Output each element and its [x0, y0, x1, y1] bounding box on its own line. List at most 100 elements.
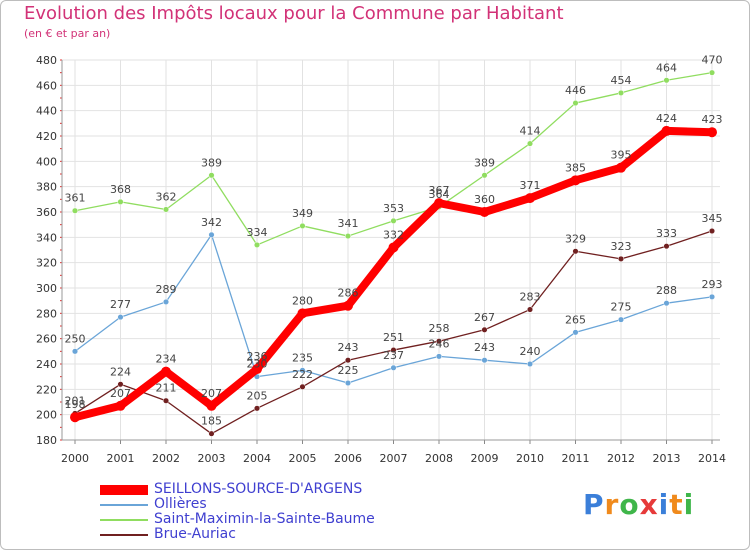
data-point [617, 89, 625, 96]
x-tick-label: 2014 [698, 452, 726, 465]
data-label: 185 [201, 415, 222, 428]
data-label: 389 [474, 156, 495, 169]
data-point [481, 172, 488, 179]
legend-swatch [100, 485, 148, 495]
y-tick-label: 460 [36, 79, 57, 92]
y-tick-label: 480 [36, 54, 57, 67]
data-point [663, 77, 670, 84]
data-point [663, 243, 670, 250]
data-label: 207 [110, 387, 131, 400]
data-label: 225 [338, 364, 359, 377]
data-point [208, 231, 215, 238]
data-label: 333 [656, 227, 677, 240]
y-tick-label: 380 [36, 181, 57, 194]
x-tick-label: 2009 [471, 452, 499, 465]
x-tick-label: 2006 [334, 452, 362, 465]
y-tick-label: 180 [36, 434, 57, 447]
data-point [343, 300, 353, 311]
data-point [617, 255, 625, 262]
data-label: 341 [338, 217, 359, 230]
data-label: 207 [201, 387, 222, 400]
data-point [616, 162, 626, 173]
data-label: 395 [611, 149, 632, 162]
legend-label: Brue-Auriac [154, 526, 236, 542]
data-label: 205 [247, 389, 268, 402]
data-point [253, 405, 261, 412]
data-label: 275 [611, 301, 632, 314]
data-point [344, 379, 352, 387]
data-point [435, 353, 443, 360]
data-label: 424 [656, 112, 677, 125]
data-label: 349 [292, 207, 313, 220]
data-point [70, 412, 80, 423]
data-label: 280 [292, 294, 313, 307]
legend-label: SEILLONS-SOURCE-D'ARGENS [154, 481, 363, 497]
data-point [206, 400, 217, 411]
data-point [481, 357, 488, 364]
data-label: 329 [565, 232, 586, 245]
data-point [390, 347, 397, 354]
data-label: 389 [201, 156, 222, 169]
data-point [117, 314, 124, 321]
data-label: 414 [520, 125, 541, 138]
data-point [708, 293, 716, 300]
data-label: 361 [65, 192, 86, 205]
data-point [526, 360, 534, 368]
data-point [572, 248, 579, 255]
proxiti-logo: Proxiti [583, 488, 694, 521]
data-label: 246 [429, 337, 450, 350]
logo-letter: i [683, 488, 695, 521]
data-point [479, 207, 490, 217]
data-label: 265 [565, 313, 586, 326]
data-point [344, 233, 352, 240]
legend-label: Ollières [154, 496, 207, 512]
data-label: 368 [110, 183, 131, 196]
data-label: 364 [429, 188, 450, 201]
data-label: 234 [156, 353, 177, 366]
x-tick-label: 2002 [152, 452, 180, 465]
data-label: 224 [110, 365, 131, 378]
logo-letter: i [658, 488, 670, 521]
x-tick-label: 2004 [243, 452, 271, 465]
y-tick-label: 440 [36, 105, 57, 118]
x-tick-label: 2000 [61, 452, 89, 465]
data-point [707, 127, 717, 138]
data-point [390, 364, 397, 371]
data-label: 251 [383, 331, 404, 344]
legend-swatch [100, 534, 148, 536]
data-label: 332 [383, 228, 404, 241]
data-point [388, 242, 399, 253]
data-label: 293 [702, 278, 723, 291]
data-label: 283 [520, 291, 541, 304]
data-point [162, 206, 170, 213]
data-point [570, 175, 581, 186]
data-point [115, 400, 126, 411]
data-point [663, 300, 670, 307]
chart-subtitle: (en € et par an) [24, 27, 111, 40]
data-label: 236 [247, 350, 268, 363]
x-tick-label: 2005 [289, 452, 317, 465]
data-label: 446 [565, 84, 586, 97]
data-point [708, 69, 716, 76]
data-label: 258 [429, 322, 450, 335]
y-tick-label: 220 [36, 383, 57, 396]
data-label: 371 [520, 179, 541, 192]
data-point [572, 100, 579, 107]
legend-swatch [100, 504, 148, 506]
logo-letter: P [583, 488, 605, 521]
y-tick-label: 340 [36, 231, 57, 244]
data-label: 454 [611, 74, 632, 87]
logo-letter: t [669, 488, 684, 521]
x-tick-label: 2012 [607, 452, 635, 465]
data-point [117, 198, 124, 205]
y-tick-label: 260 [36, 333, 57, 346]
data-label: 230 [247, 358, 268, 371]
data-label: 237 [383, 349, 404, 362]
y-tick-label: 200 [36, 409, 57, 422]
data-point [617, 316, 625, 323]
data-label: 288 [656, 284, 677, 297]
data-point [526, 306, 534, 313]
data-point [208, 430, 215, 437]
y-tick-label: 320 [36, 257, 57, 270]
